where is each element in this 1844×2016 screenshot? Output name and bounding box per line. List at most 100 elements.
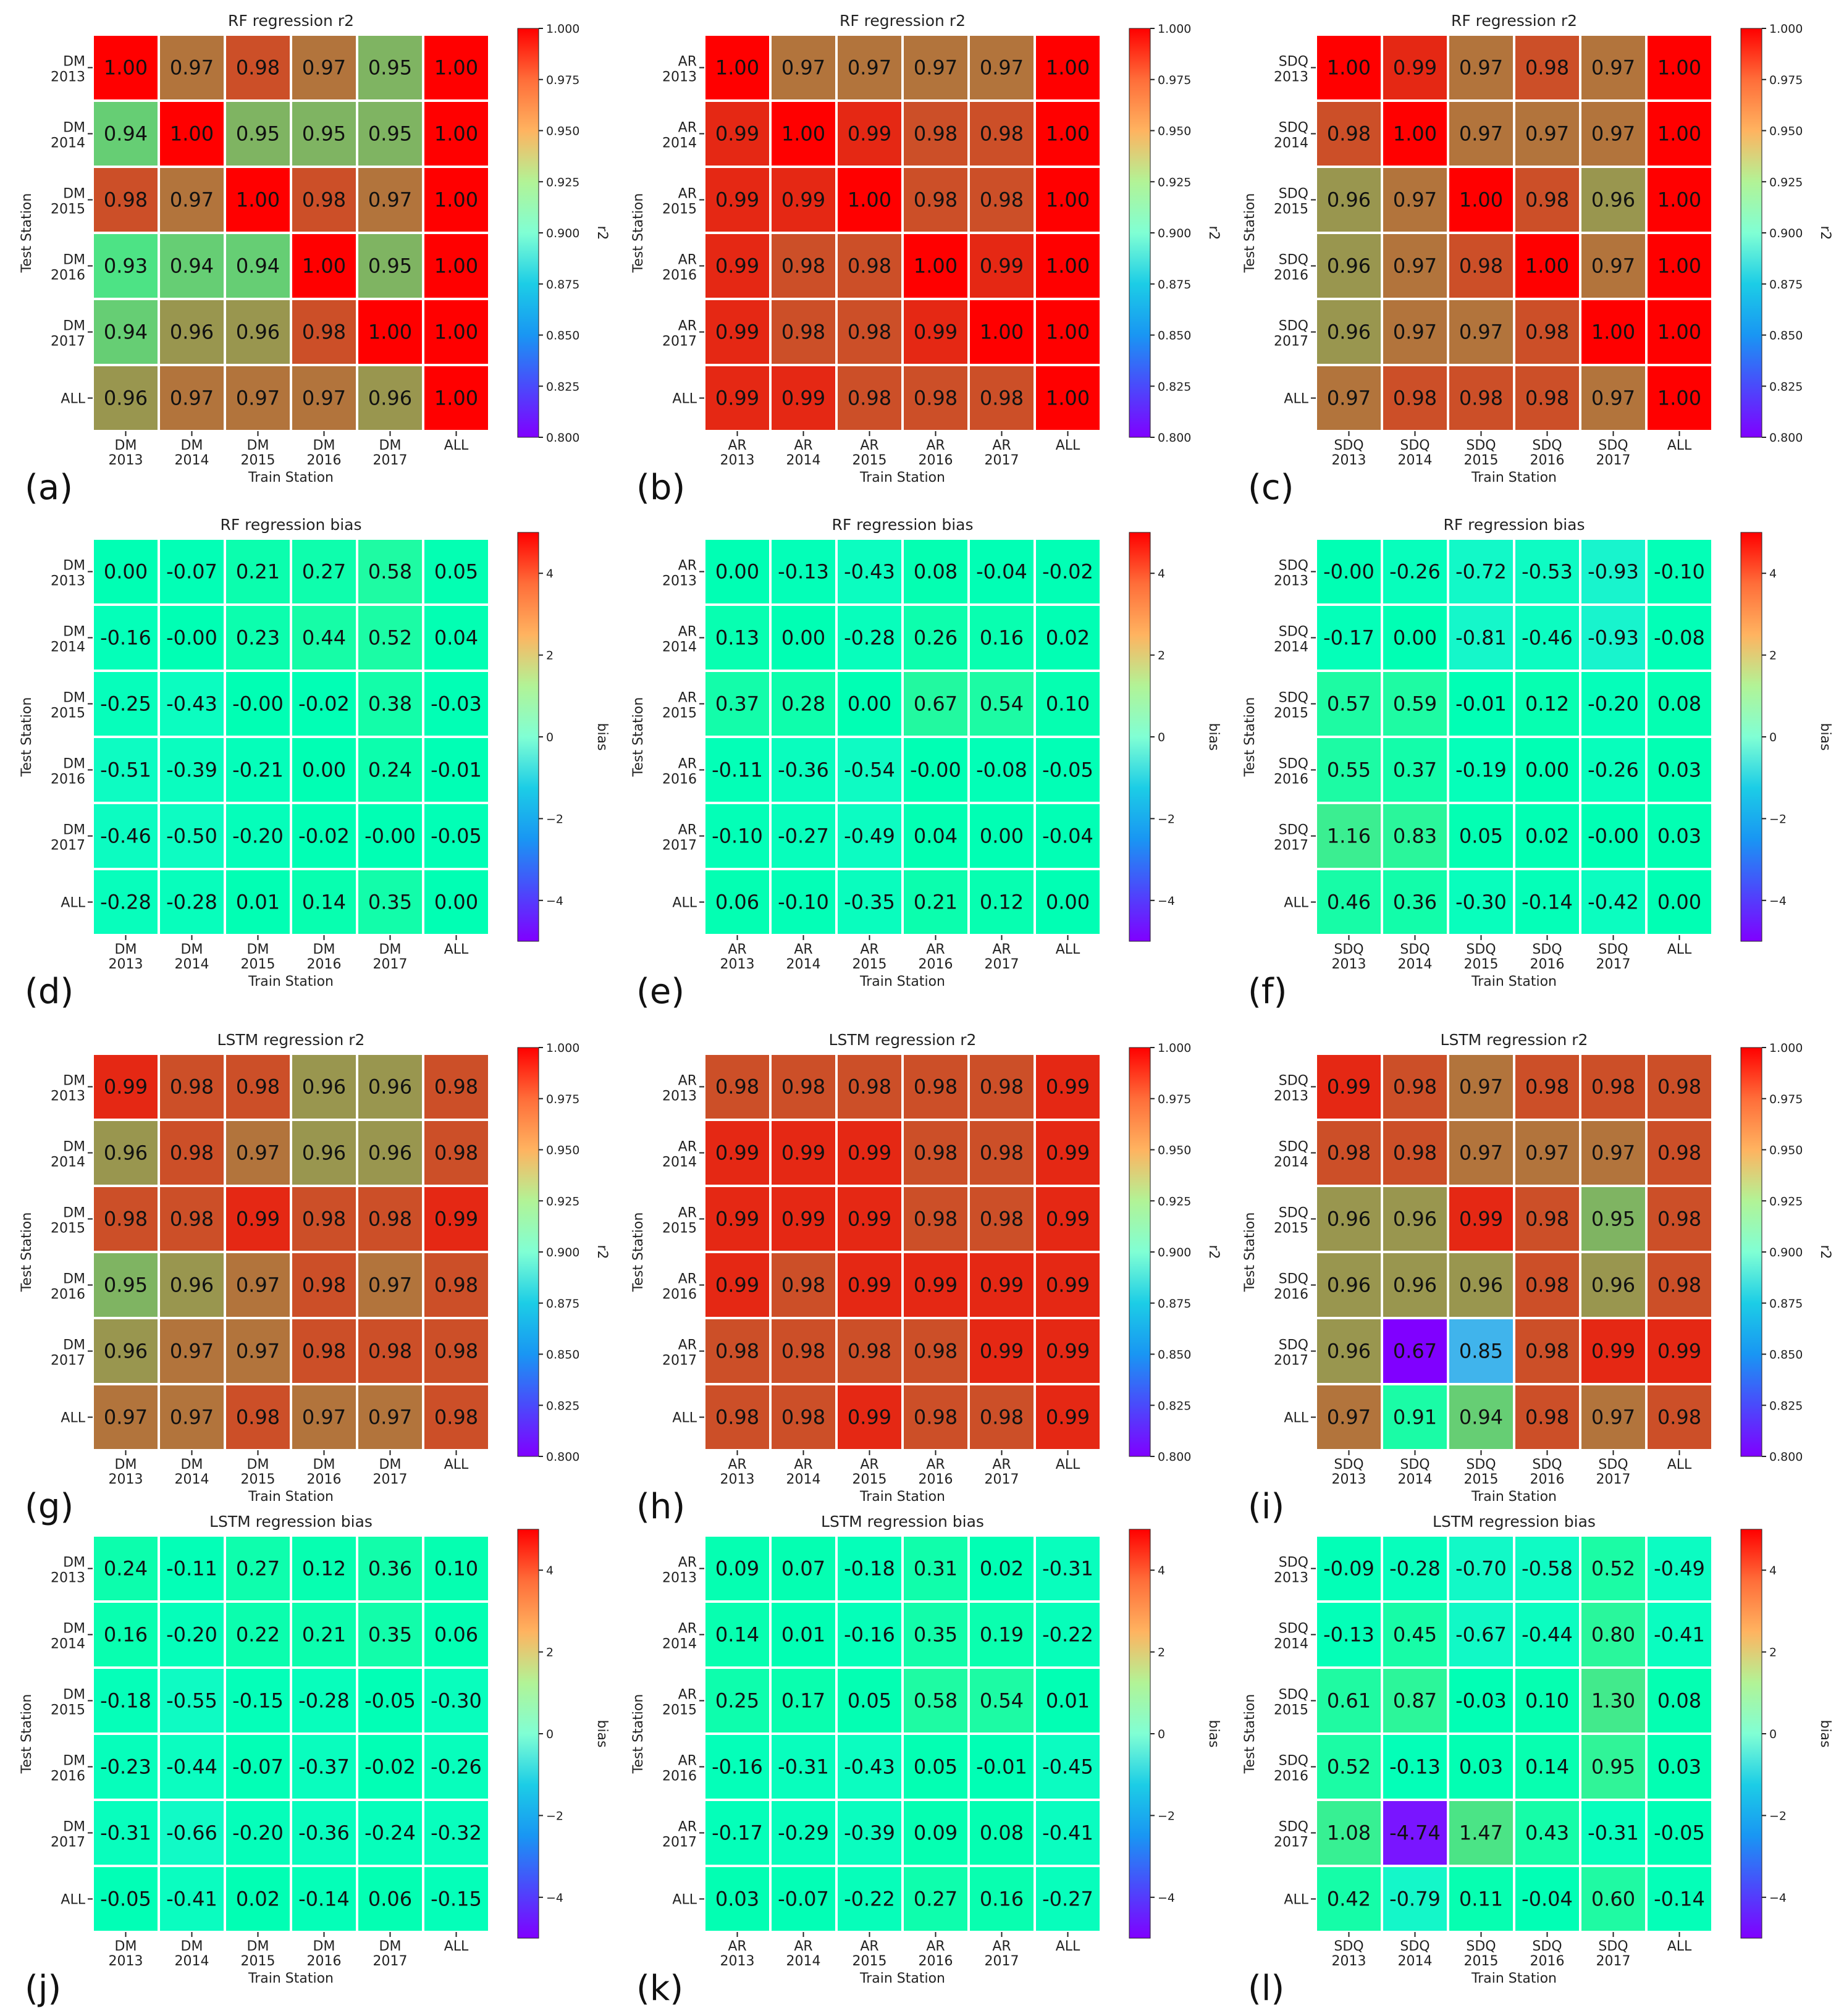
cell-label: 0.99: [1046, 1340, 1090, 1363]
heatmap-cell: [835, 1600, 904, 1669]
cell-label: 0.99: [781, 188, 825, 212]
y-tick-label: SDQ 2013: [1274, 1073, 1308, 1104]
cell-label: 0.21: [914, 891, 958, 914]
y-tick-label: SDQ 2015: [1274, 691, 1308, 721]
y-tick-label: DM 2013: [51, 1555, 85, 1586]
cell-label: 0.57: [1327, 692, 1371, 716]
x-axis-label: Train Station: [248, 974, 334, 989]
cell-label: 0.98: [1459, 254, 1503, 278]
y-tick-label: DM 2013: [51, 558, 85, 589]
cell-label: 0.00: [781, 626, 825, 650]
cell-label: 0.96: [1327, 1340, 1371, 1363]
y-tick-label: ALL: [1284, 896, 1308, 911]
x-tick-label: DM 2015: [241, 438, 276, 468]
heatmap-cell: [1034, 166, 1102, 234]
heatmap-cell: [422, 1052, 490, 1121]
y-tick-label: SDQ 2014: [1274, 1621, 1308, 1652]
colorbar-label: bias: [1206, 1720, 1221, 1747]
cell-label: -0.32: [431, 1821, 482, 1845]
heatmap-cell: [703, 1666, 772, 1735]
cell-label: 0.95: [104, 1274, 148, 1297]
colorbar: [1740, 532, 1762, 942]
heatmap-cell: [1034, 1666, 1102, 1735]
heatmap-cell: [1513, 232, 1581, 300]
y-tick-label: ALL: [1284, 392, 1308, 407]
y-axis-label: Test Station: [1242, 193, 1258, 274]
cell-label: 0.99: [848, 122, 891, 146]
heatmap-cell: [158, 166, 226, 234]
cell-label: 0.96: [1393, 1208, 1437, 1231]
cell-label: 0.35: [368, 1623, 412, 1647]
heatmap-cell: [901, 1666, 970, 1735]
cell-label: 0.98: [1525, 188, 1569, 212]
heatmap-cell: [356, 537, 424, 606]
cell-label: 0.96: [302, 1141, 346, 1165]
cell-label: 0.00: [1525, 758, 1569, 782]
cell-label: -0.02: [364, 1755, 416, 1779]
colorbar-tick-label: 0.800: [1158, 431, 1191, 445]
cell-label: 0.98: [1393, 387, 1437, 410]
cell-label: 0.96: [1327, 1208, 1371, 1231]
colorbar: [1129, 28, 1151, 438]
colorbar-tick-label: 0.850: [1158, 329, 1191, 343]
colorbar-tick-label: −2: [1158, 812, 1175, 826]
colorbar-label: r2: [1206, 225, 1221, 240]
cell-label: 0.83: [1393, 825, 1437, 848]
cell-label: 1.16: [1327, 825, 1371, 848]
cell-label: 0.99: [434, 1208, 478, 1231]
cell-label: 0.98: [368, 1340, 412, 1363]
cell-label: 0.96: [170, 321, 214, 344]
cell-label: -0.39: [844, 1821, 895, 1845]
colorbar: [1129, 1047, 1151, 1457]
heatmap-cell: [967, 670, 1036, 738]
panel-title: RF regression r2: [840, 12, 966, 30]
y-tick-label: SDQ 2014: [1274, 120, 1308, 151]
heatmap-cell: [290, 166, 358, 234]
cell-label: 0.10: [434, 1557, 478, 1581]
heatmap-cell: [158, 1185, 226, 1253]
cell-label: 0.98: [1525, 1208, 1569, 1231]
colorbar-tick-label: 0.925: [1769, 175, 1803, 189]
cell-label: 1.00: [1046, 122, 1090, 146]
cell-label: -0.01: [976, 1755, 1027, 1779]
cell-label: 0.98: [1657, 1274, 1701, 1297]
x-axis-label: Train Station: [859, 1971, 945, 1986]
colorbar-tick-label: 0.975: [1769, 74, 1803, 87]
cell-label: -0.17: [1323, 626, 1375, 650]
x-tick-label: SDQ 2017: [1596, 942, 1631, 972]
cell-label: 1.00: [434, 188, 478, 212]
cell-label: 0.99: [980, 1274, 1024, 1297]
cell-label: -0.37: [298, 1755, 350, 1779]
colorbar-tick-label: 0.850: [1158, 1348, 1191, 1362]
cell-label: -0.07: [232, 1755, 284, 1779]
heatmap-cell: [1579, 1119, 1648, 1187]
cell-label: 0.97: [1393, 254, 1437, 278]
cell-label: 0.03: [1657, 758, 1701, 782]
colorbar-tick-label: 2: [546, 649, 554, 663]
cell-label: -0.41: [1654, 1623, 1705, 1647]
heatmap-cell: [422, 1732, 490, 1801]
y-tick-label: ALL: [672, 896, 697, 911]
cell-label: 0.96: [170, 1274, 214, 1297]
heatmap-cell: [1645, 603, 1714, 672]
heatmap-cell: [158, 736, 226, 804]
heatmap-cell: [290, 1666, 358, 1735]
panel-title: RF regression bias: [1443, 516, 1585, 534]
heatmap-cell: [1381, 1732, 1449, 1801]
cell-label: 1.00: [848, 188, 891, 212]
cell-label: 0.07: [781, 1557, 825, 1581]
x-tick-label: ALL: [1667, 438, 1692, 453]
cell-label: 0.27: [236, 1557, 280, 1581]
cell-label: 0.37: [1393, 758, 1437, 782]
heatmap-cell: [1034, 1317, 1102, 1385]
colorbar-tick-label: 4: [546, 1564, 554, 1577]
cell-label: 0.98: [781, 321, 825, 344]
heatmap-cell: [703, 802, 772, 870]
heatmap-cell: [1447, 1534, 1515, 1603]
heatmap-cell: [422, 603, 490, 672]
heatmap-cell: [703, 603, 772, 672]
y-tick-label: AR 2015: [662, 691, 697, 721]
heatmap-cell: [1315, 1317, 1383, 1385]
cell-label: 0.36: [1393, 891, 1437, 914]
heatmap-cell: [1447, 1666, 1515, 1735]
